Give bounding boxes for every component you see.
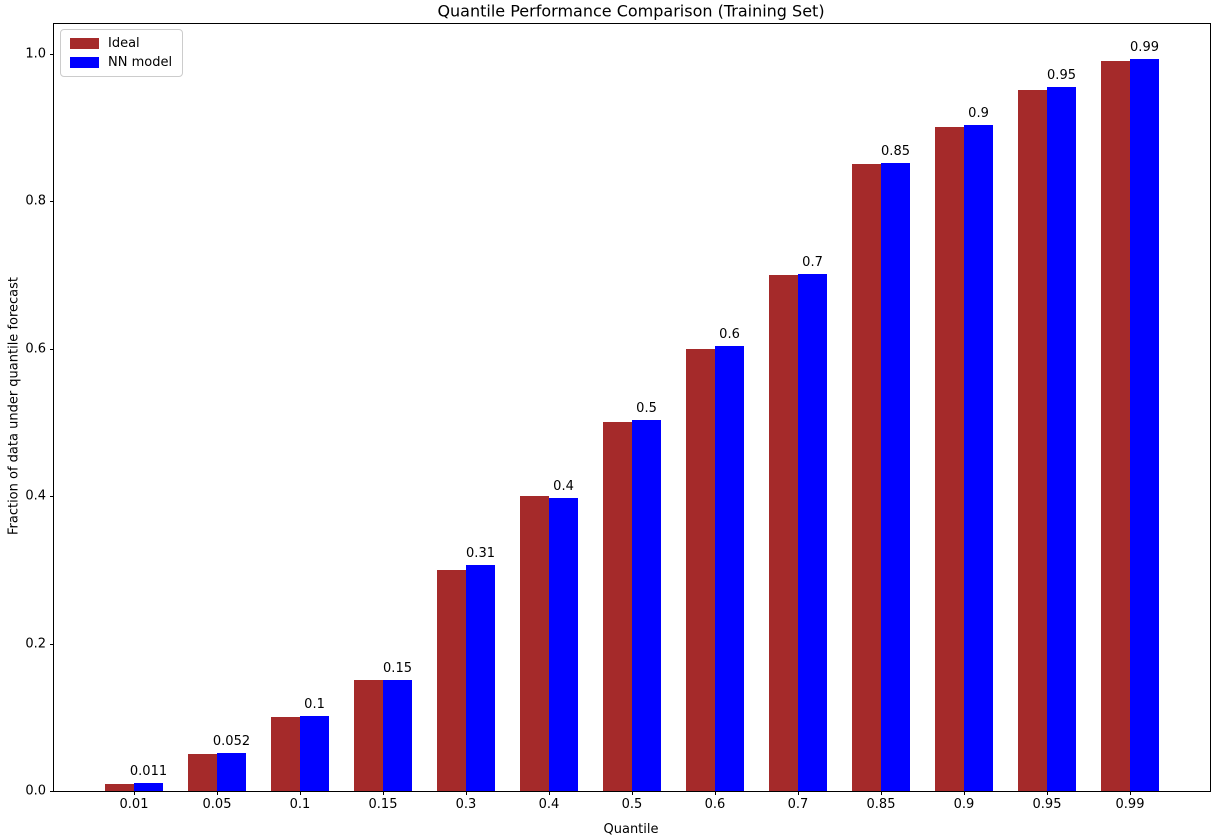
bar-nn-model-0.6	[715, 345, 745, 791]
bar-ideal-0.15	[353, 680, 383, 791]
x-tick-0.1	[300, 791, 301, 795]
x-tick-0.01	[134, 791, 135, 795]
x-tick-0.99	[1130, 791, 1131, 795]
bar-value-label-0.5: 0.5	[636, 401, 657, 417]
x-tick-label-0.85: 0.85	[866, 797, 896, 812]
x-tick-0.4	[549, 791, 550, 795]
x-tick-label-0.4: 0.4	[538, 797, 560, 812]
legend-label-nn-model: NN model	[108, 55, 173, 70]
y-tick-label-0.4: 0.4	[25, 488, 46, 504]
bar-ideal-0.7	[768, 274, 798, 791]
x-tick-label-0.9: 0.9	[953, 797, 975, 812]
x-tick-label-0.3: 0.3	[455, 797, 477, 812]
bar-nn-model-0.5	[632, 420, 662, 791]
y-tick-0.6	[50, 348, 54, 350]
x-tick-0.9	[964, 791, 965, 795]
bar-nn-model-0.4	[549, 498, 579, 791]
bar-value-label-0.15: 0.15	[383, 660, 412, 676]
bar-nn-model-0.3	[466, 565, 496, 791]
x-tick-label-0.99: 0.99	[1115, 797, 1145, 812]
legend-label-ideal: Ideal	[108, 36, 140, 51]
x-tick-label-0.01: 0.01	[119, 797, 149, 812]
bar-value-label-0.05: 0.052	[212, 733, 251, 749]
x-tick-0.85	[881, 791, 882, 795]
chart-title: Quantile Performance Comparison (Trainin…	[437, 1, 825, 21]
bar-ideal-0.1	[270, 717, 300, 791]
bar-value-label-0.4: 0.4	[553, 479, 574, 495]
bar-nn-model-0.15	[383, 679, 413, 791]
bar-value-label-0.85: 0.85	[881, 144, 910, 160]
x-tick-0.5	[632, 791, 633, 795]
bar-nn-model-0.1	[300, 715, 330, 791]
bar-ideal-0.85	[851, 164, 881, 791]
x-tick-label-0.95: 0.95	[1032, 797, 1062, 812]
bar-ideal-0.99	[1100, 60, 1130, 791]
legend-swatch-nn-model	[70, 57, 99, 68]
x-tick-label-0.1: 0.1	[289, 797, 311, 812]
bar-ideal-0.6	[685, 348, 715, 791]
x-tick-0.15	[383, 791, 384, 795]
x-axis-label: Quantile	[603, 822, 659, 835]
legend-swatch-ideal	[70, 38, 99, 49]
bar-ideal-0.01	[104, 783, 134, 791]
bar-ideal-0.3	[436, 569, 466, 791]
y-tick-label-0.0: 0.0	[25, 783, 46, 799]
legend-item-ideal: Ideal	[70, 37, 172, 50]
x-tick-label-0.6: 0.6	[704, 797, 726, 812]
y-tick-label-0.8: 0.8	[25, 193, 46, 209]
bar-nn-model-0.01	[134, 782, 164, 791]
bar-ideal-0.95	[1017, 90, 1047, 791]
bar-nn-model-0.95	[1047, 86, 1077, 791]
y-tick-label-0.6: 0.6	[25, 341, 46, 356]
x-tick-label-0.5: 0.5	[621, 797, 643, 812]
bar-nn-model-0.99	[1130, 58, 1160, 791]
plot-area: Ideal NN model 0.011 0.01 0.052 0.05 0.1 0.1 0…	[25, 23, 1211, 811]
bar-ideal-0.5	[602, 422, 632, 791]
x-tick-label-0.7: 0.7	[787, 797, 809, 812]
y-tick-0.4	[50, 496, 54, 497]
bar-nn-model-0.7	[798, 274, 828, 791]
y-axis-label: Fraction of data under quantile forecast	[6, 276, 22, 536]
y-tick-1.0	[50, 53, 54, 55]
bar-value-label-0.01: 0.011	[129, 763, 168, 779]
x-tick-0.3	[466, 791, 467, 795]
bar-value-label-0.3: 0.31	[466, 546, 495, 562]
bar-value-label-0.9: 0.9	[968, 106, 989, 122]
bar-ideal-0.9	[934, 127, 964, 791]
bar-nn-model-0.9	[964, 125, 994, 791]
y-tick-0.0	[50, 791, 54, 792]
x-tick-label-0.15: 0.15	[368, 797, 398, 812]
bar-ideal-0.4	[519, 496, 549, 791]
y-tick-label-0.2: 0.2	[25, 636, 46, 651]
x-tick-0.05	[217, 791, 218, 795]
y-tick-0.8	[50, 201, 54, 202]
y-tick-label-1.0: 1.0	[25, 46, 46, 61]
y-tick-0.2	[50, 643, 54, 645]
x-tick-0.6	[715, 791, 716, 795]
x-tick-0.95	[1047, 791, 1048, 795]
bar-nn-model-0.85	[881, 163, 911, 791]
legend-item-nn-model: NN model	[70, 56, 172, 69]
bar-ideal-0.05	[187, 754, 217, 791]
x-tick-0.7	[798, 791, 799, 795]
bar-value-label-0.99: 0.99	[1130, 39, 1159, 55]
legend: Ideal NN model	[60, 29, 184, 77]
x-tick-label-0.05: 0.05	[202, 797, 232, 812]
bar-nn-model-0.05	[217, 752, 247, 791]
bar-value-label-0.1: 0.1	[304, 696, 325, 712]
bar-value-label-0.7: 0.7	[802, 255, 823, 271]
bar-value-label-0.6: 0.6	[719, 326, 740, 342]
bar-value-label-0.95: 0.95	[1047, 67, 1076, 83]
